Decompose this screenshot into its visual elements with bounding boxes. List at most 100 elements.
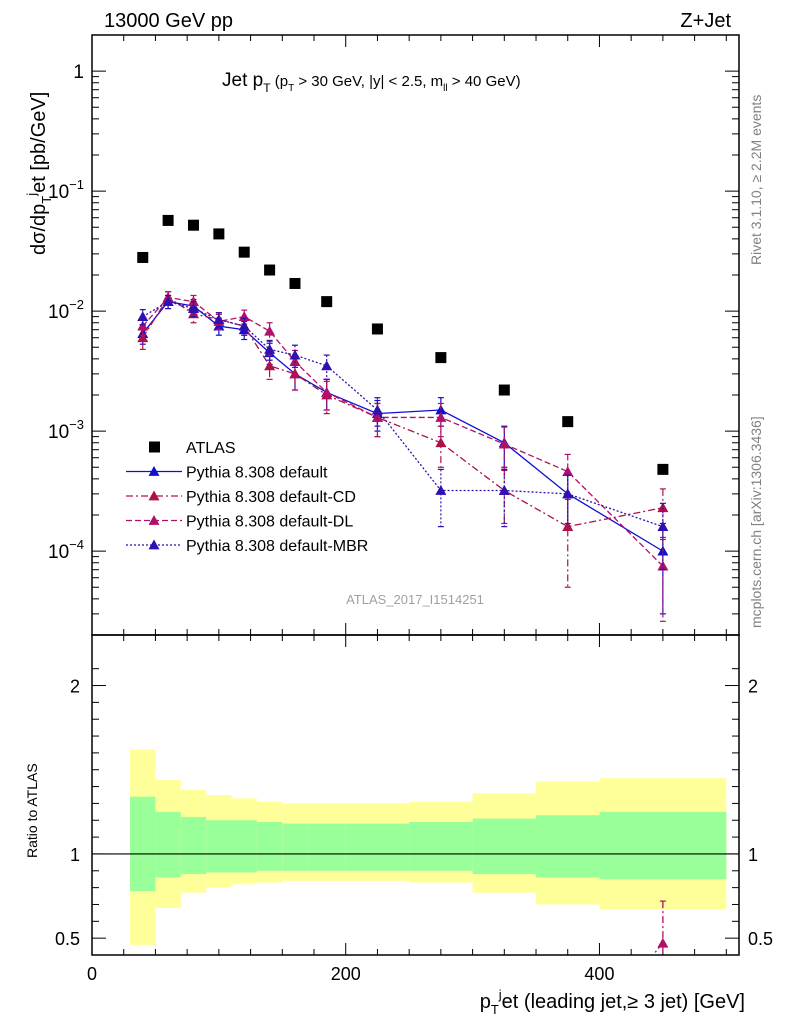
y-label-sup: j <box>24 193 39 197</box>
y-tick-base: 1 <box>73 62 84 83</box>
inner-band-bin-12 <box>599 811 727 880</box>
series-4 <box>137 294 669 571</box>
atlas-point-0 <box>137 251 149 263</box>
legend-marker-4 <box>148 539 160 550</box>
y-tick-exponent: −3 <box>69 417 84 432</box>
y-label-a: dσ/dp <box>28 204 50 255</box>
series-marker-2-0 <box>137 332 149 343</box>
y-label-b: et [pb/GeV] <box>28 92 50 193</box>
atlas-point-7 <box>321 296 333 308</box>
inner-band-bin-10 <box>472 818 537 875</box>
inner-band-bin-7 <box>307 823 346 871</box>
title-cut2: > 40 GeV) <box>448 73 521 90</box>
title-main: Jet p <box>222 70 263 91</box>
inner-band-bin-0 <box>130 796 156 891</box>
legend-label-3: Pythia 8.308 default-DL <box>186 514 353 531</box>
atlas-point-10 <box>498 384 510 396</box>
series-marker-4-5 <box>264 343 276 354</box>
series-marker-2-5 <box>264 360 276 371</box>
inner-band-bin-4 <box>231 820 257 873</box>
legend-label-1: Pythia 8.308 default <box>186 465 328 482</box>
inner-band-bin-6 <box>282 823 308 871</box>
title-open-sub: T <box>288 83 294 94</box>
y-tick-label-ratio-right-2: 2 <box>748 677 758 697</box>
y-tick-label-ratio-left-1: 1 <box>70 845 80 865</box>
y-tick-base: 10 <box>48 302 69 323</box>
y-tick-label-ratio-right-1: 1 <box>748 845 758 865</box>
inner-band-bin-11 <box>536 815 600 878</box>
series-marker-4-11 <box>562 488 574 499</box>
y-tick-label-main-4: 10−4 <box>48 537 84 563</box>
y-tick-label-main-2: 10−2 <box>48 297 84 323</box>
header-left: 13000 GeV pp <box>104 10 233 32</box>
ratio-y-label: Ratio to ATLAS <box>24 763 40 858</box>
legend: ATLAS Pythia 8.308 default Pythia 8.308 de… <box>126 440 368 555</box>
legend-label-0: ATLAS <box>186 440 236 457</box>
x-tick-label-0: 0 <box>87 964 97 984</box>
y-tick-label-ratio-left-0.5: 0.5 <box>55 929 80 949</box>
inner-band-bin-3 <box>206 820 232 873</box>
y-tick-exponent: −4 <box>69 537 84 552</box>
series-marker-4-12 <box>657 521 669 532</box>
x-tick-label-200: 200 <box>331 964 361 984</box>
ratio-points-layer <box>652 900 669 956</box>
series-marker-2-12 <box>657 502 669 513</box>
ratio-uncertainty-bands <box>130 749 727 945</box>
series-marker-4-3 <box>213 314 225 324</box>
series-marker-3-10 <box>498 438 510 449</box>
series-marker-4-2 <box>187 303 199 313</box>
y-tick-label-main-1: 10−1 <box>48 177 84 203</box>
inner-band-bin-9 <box>409 821 473 871</box>
atlas-point-12 <box>657 463 669 475</box>
series-marker-2-11 <box>562 521 574 532</box>
series-marker-3-11 <box>562 466 574 476</box>
atlas-point-3 <box>213 228 225 240</box>
y-tick-base: 10 <box>48 182 69 203</box>
rivet-label: Rivet 3.1.10, ≥ 2.2M events <box>748 95 764 265</box>
series-marker-4-1 <box>162 296 174 307</box>
header-right: Z+Jet <box>680 10 731 32</box>
inner-band-bin-2 <box>180 816 207 875</box>
series-marker-4-7 <box>321 360 333 371</box>
series-layer <box>137 214 669 622</box>
series-marker-4-9 <box>435 485 447 495</box>
series-marker-2-2 <box>187 308 199 319</box>
series-marker-4-6 <box>289 349 301 360</box>
y-tick-label-ratio-right-0.5: 0.5 <box>748 929 773 949</box>
y-tick-exponent: −2 <box>69 297 84 312</box>
ratio-marker-0 <box>657 937 669 948</box>
ratio-plot-frame <box>91 634 740 956</box>
atlas-point-11 <box>562 416 574 428</box>
series-marker-4-0 <box>137 311 149 322</box>
inner-band-bin-1 <box>155 811 181 878</box>
analysis-watermark: ATLAS_2017_I1514251 <box>346 592 484 607</box>
legend-marker-0 <box>149 441 160 453</box>
series-marker-4-4 <box>238 320 250 331</box>
legend-marker-3 <box>148 515 160 525</box>
y-tick-exponent: −1 <box>69 177 84 192</box>
series-marker-2-9 <box>435 437 447 448</box>
y-label-sub: T <box>39 196 54 204</box>
plot-title: Jet pT (pT > 30 GeV, |y| < 2.5, mll > 40… <box>222 70 521 95</box>
legend-label-4: Pythia 8.308 default-MBR <box>186 538 368 555</box>
x-label-b: et (leading jet,≥ 3 jet) [GeV] <box>502 991 745 1013</box>
title-cut1-sub: ll <box>443 83 447 94</box>
series-marker-3-9 <box>435 411 447 422</box>
atlas-point-1 <box>162 214 174 226</box>
y-tick-base: 10 <box>48 542 69 563</box>
inner-band-bin-8 <box>345 823 410 871</box>
title-main-sub: T <box>263 81 271 95</box>
legend-marker-2 <box>148 490 160 501</box>
series-marker-4-8 <box>371 404 383 415</box>
y-tick-label-main-0: 1 <box>73 62 84 83</box>
atlas-point-6 <box>289 277 301 289</box>
series-0 <box>137 214 669 475</box>
atlas-point-9 <box>435 352 447 364</box>
atlas-point-4 <box>238 246 250 258</box>
x-label-a: p <box>480 991 491 1013</box>
series-marker-3-7 <box>321 386 333 397</box>
atlas-point-5 <box>264 264 276 276</box>
series-marker-3-0 <box>137 320 149 331</box>
